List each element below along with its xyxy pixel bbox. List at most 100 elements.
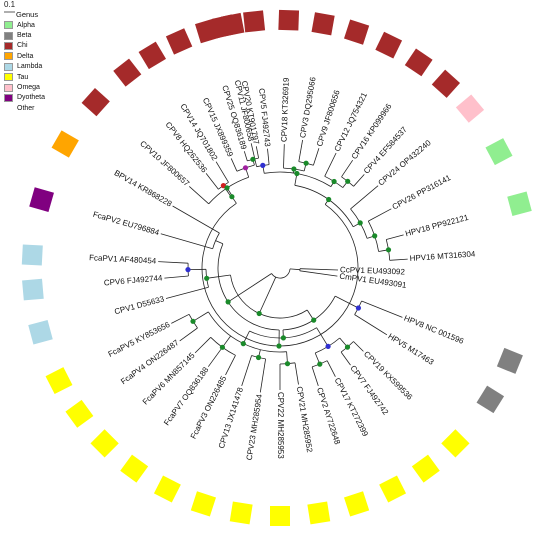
genus-square <box>507 191 532 217</box>
tip-label: HPV8 NC 001596 <box>403 314 466 346</box>
branch-line <box>368 208 392 222</box>
legend-label: Chi <box>17 42 28 50</box>
legend-label: Other <box>17 104 35 112</box>
branch-line <box>316 327 329 347</box>
node-dot <box>255 354 262 361</box>
node-dot <box>326 196 332 203</box>
legend-item: Alpha <box>4 20 45 30</box>
branch-line <box>194 337 211 354</box>
node-dot <box>204 275 210 281</box>
node-dot <box>385 247 392 253</box>
node-dot <box>229 194 235 200</box>
genus-square <box>485 138 513 166</box>
legend-swatch <box>4 41 13 50</box>
branch-line <box>389 258 408 261</box>
genus-square <box>165 28 193 55</box>
node-dot <box>331 178 337 185</box>
branch-line <box>283 144 285 169</box>
branch-line <box>189 186 209 205</box>
branch-line <box>289 268 300 271</box>
tip-label: CPV2 AY722648 <box>315 386 342 446</box>
tip-label: CPV18 KT326919 <box>280 77 291 142</box>
branch-line <box>225 355 236 376</box>
genus-square <box>22 278 44 301</box>
branch-line <box>354 314 388 336</box>
node-dot <box>344 344 351 350</box>
branch-line <box>361 300 403 318</box>
legend-swatch <box>4 83 13 92</box>
branch-line <box>326 360 336 377</box>
branch-line <box>241 355 252 387</box>
branch-line <box>172 205 220 234</box>
branch-line <box>341 159 354 178</box>
genus-square <box>90 429 119 458</box>
genus-square <box>496 347 523 374</box>
tip-label: BPV14 KR868228 <box>113 168 174 209</box>
branch-line <box>243 151 248 162</box>
legend-items: Alpha Beta Chi Delta Lambda Tau Omega Dyotheta O… <box>4 20 45 114</box>
genus-square <box>278 9 300 31</box>
genus-square <box>343 491 370 517</box>
node-dot <box>240 341 246 347</box>
legend-item: Delta <box>4 51 45 61</box>
tip-label: CPV6 FJ492744 <box>103 273 163 287</box>
legend-swatch <box>4 52 13 61</box>
genus-square <box>229 501 253 525</box>
branch-line <box>215 161 229 183</box>
branch-line <box>298 139 303 162</box>
genus-square <box>120 454 149 483</box>
node-dot <box>185 267 191 273</box>
tree-nodes <box>185 156 392 367</box>
genus-square <box>476 385 505 414</box>
legend-item: Lambda <box>4 62 45 72</box>
genus-squares <box>21 9 532 526</box>
genus-square <box>455 94 485 123</box>
node-dot <box>242 165 249 171</box>
branch-line <box>192 311 209 322</box>
branch-line <box>259 358 266 393</box>
node-dot <box>284 361 291 367</box>
branch-line <box>299 268 339 271</box>
branch-line <box>353 341 364 352</box>
genus-square <box>138 41 167 70</box>
genus-square <box>153 475 181 503</box>
branch-arc <box>230 274 308 319</box>
branch-line <box>179 327 198 342</box>
tip-label: HPV16 MT316304 <box>409 249 476 263</box>
genus-square <box>29 187 54 212</box>
legend-label: Beta <box>17 32 32 40</box>
branch-line <box>160 233 213 250</box>
genus-square <box>190 491 217 517</box>
node-dot <box>355 305 361 311</box>
node-dot <box>303 160 309 166</box>
branch-line <box>313 148 320 166</box>
tip-label: CPV13 JX141478 <box>217 386 245 450</box>
branch-line <box>267 148 270 165</box>
branch-line <box>340 351 351 366</box>
branch-line <box>207 347 223 367</box>
genus-square <box>375 31 403 59</box>
node-dot <box>256 310 262 317</box>
tip-label: CPV26 PP316141 <box>391 173 453 212</box>
genus-square <box>21 244 43 266</box>
tip-label: FcaPV2 EU796884 <box>92 210 161 238</box>
branch-line <box>324 152 337 177</box>
genus-square <box>441 429 470 458</box>
node-dot <box>317 361 323 367</box>
branch-line <box>206 274 231 279</box>
genus-square <box>404 48 433 77</box>
genus-square <box>270 506 290 526</box>
legend-swatch <box>4 73 13 82</box>
legend-label: Dyotheta <box>17 94 46 102</box>
node-dot <box>294 170 300 177</box>
genus-square <box>51 130 79 158</box>
legend-label: Tau <box>17 73 29 81</box>
tip-label: HPV18 PP922121 <box>404 213 470 239</box>
legend-item: Dyotheta <box>4 93 45 103</box>
genus-square <box>311 12 335 36</box>
tip-labels: CPV11 JF800658 CPV5 FJ492743 CPV18 KT32691… <box>89 76 476 461</box>
genus-square <box>195 18 220 44</box>
legend-item: Chi <box>4 41 45 51</box>
genus-square <box>113 58 142 87</box>
